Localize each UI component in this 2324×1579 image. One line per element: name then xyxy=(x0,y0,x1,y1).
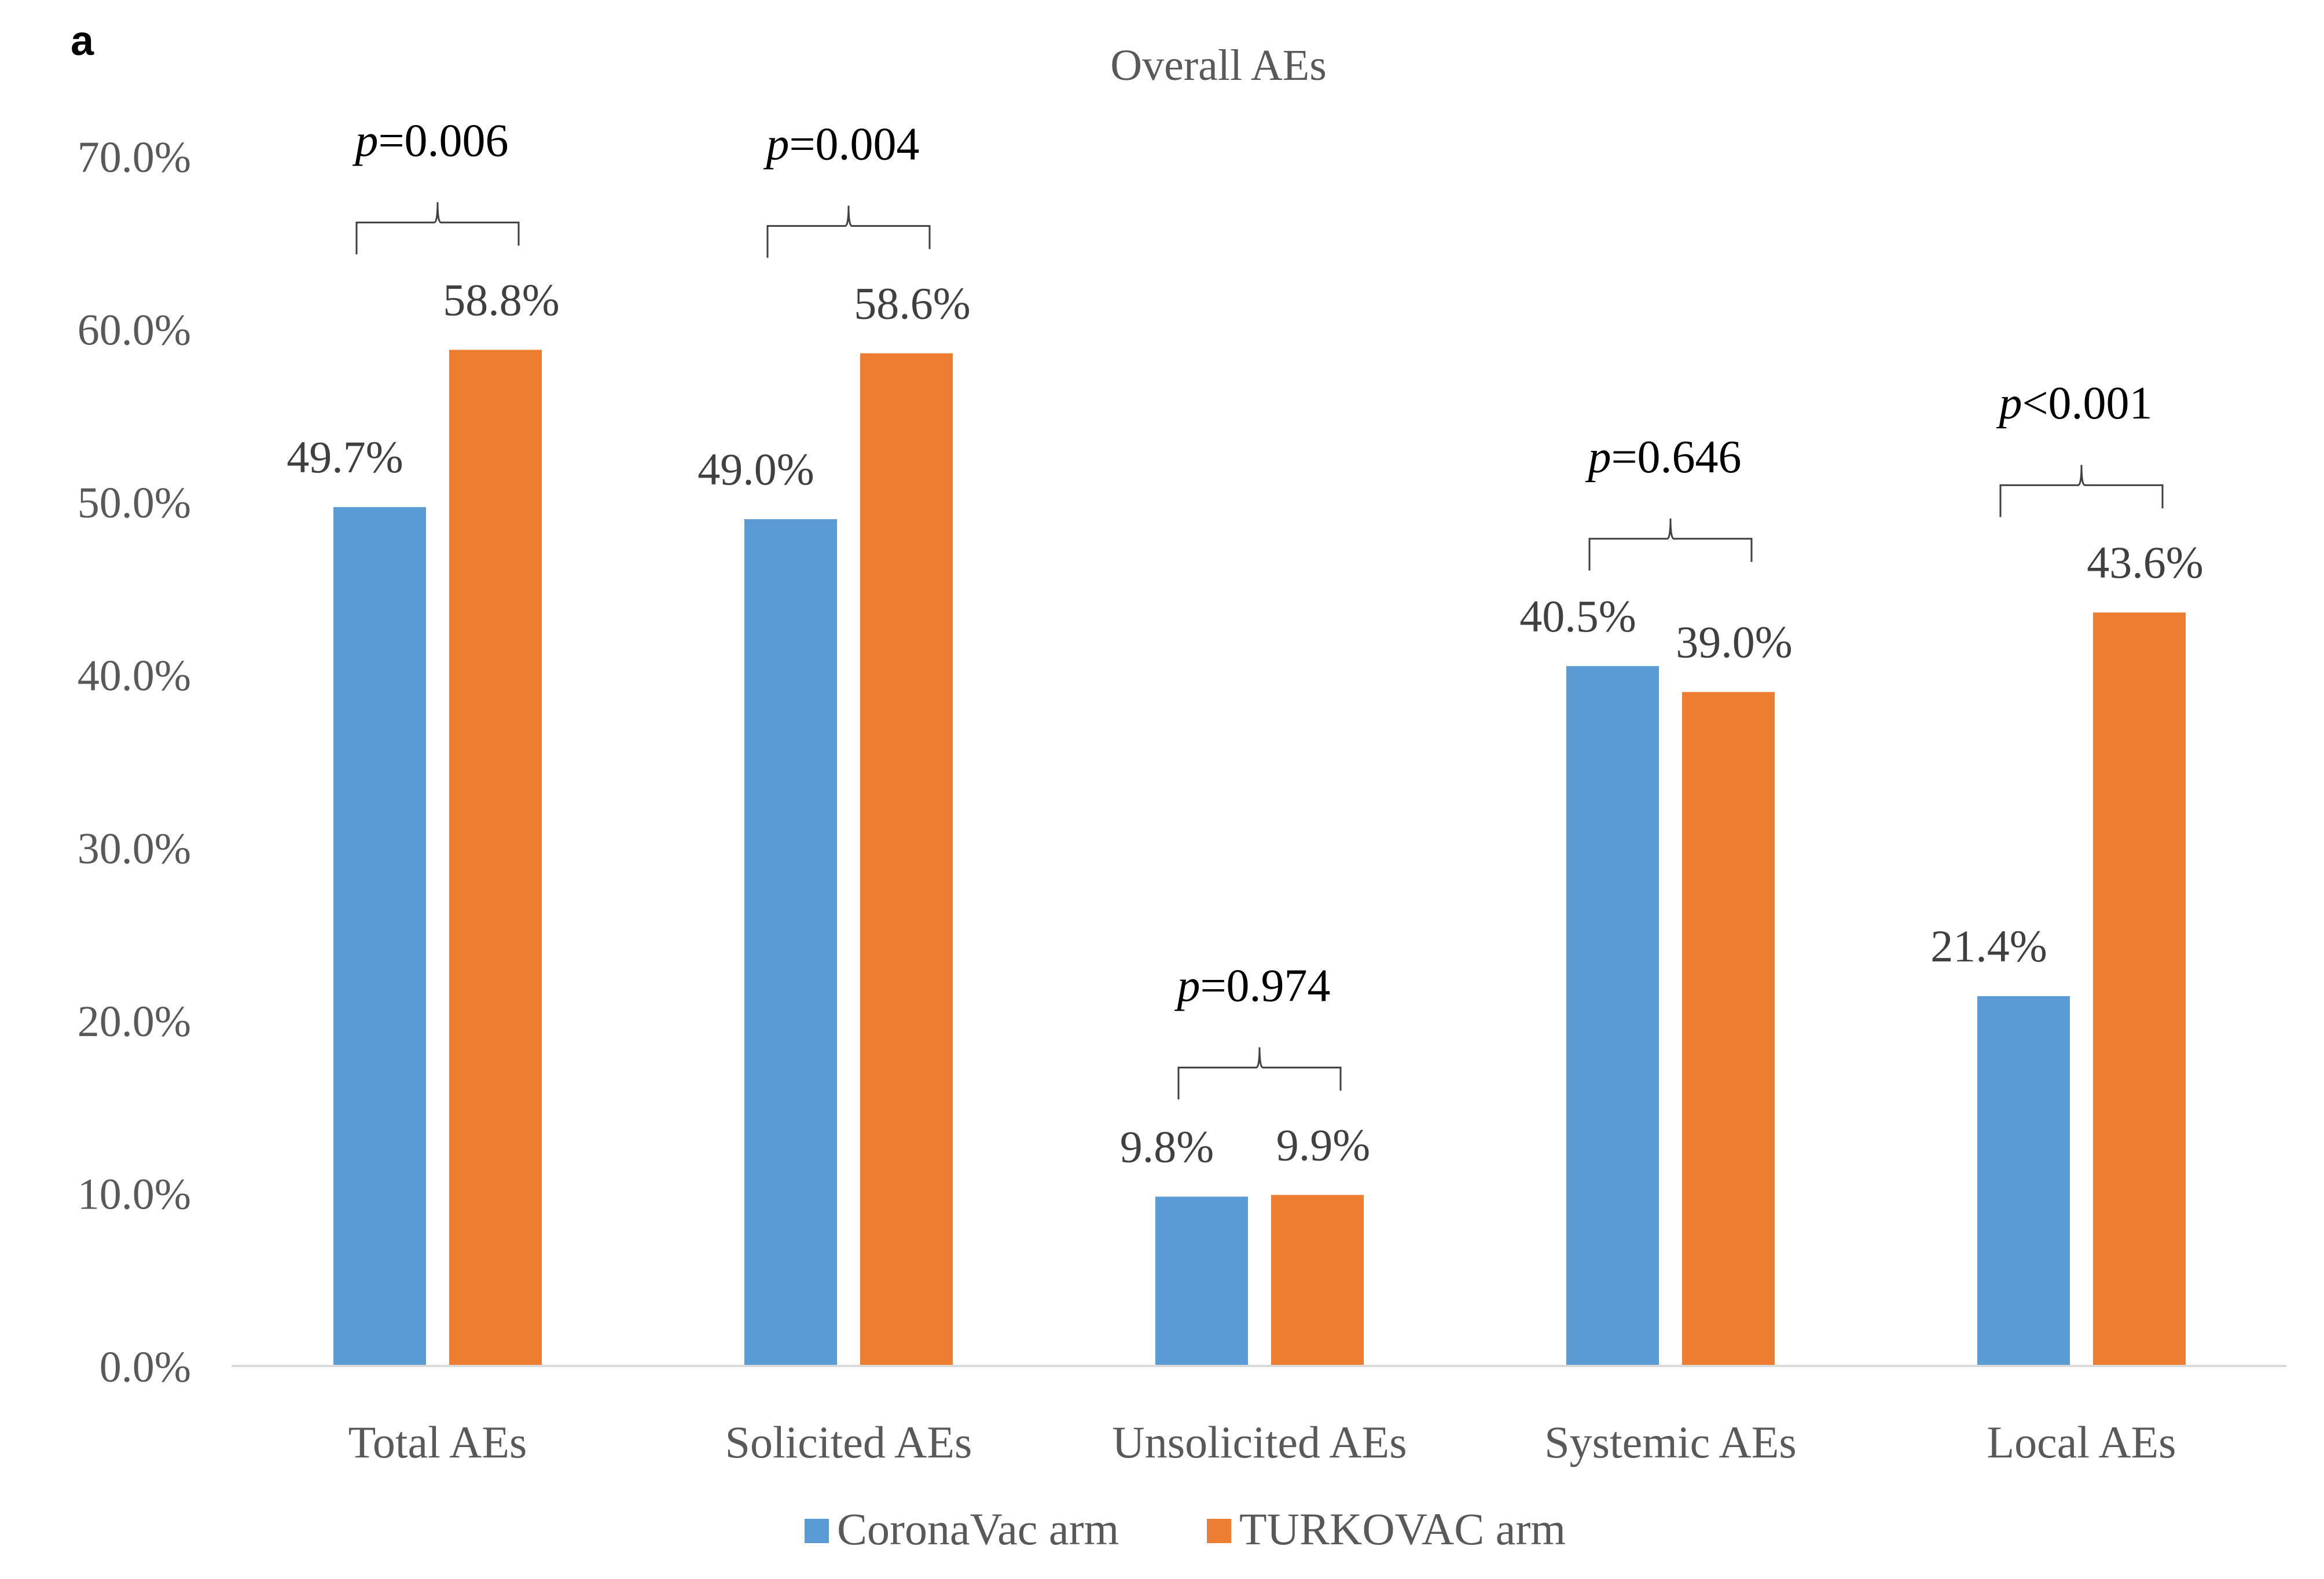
significance-brackets: p=0.006 p=0.004 p=0.974 p=0.646 p<0.001 xyxy=(352,115,2164,1100)
data-label: 21.4% xyxy=(1930,921,2047,971)
bars xyxy=(333,350,2186,1367)
p-value-label: p=0.004 xyxy=(763,119,919,170)
data-label: 9.8% xyxy=(1120,1121,1214,1172)
bar-turkovac xyxy=(1271,1195,1364,1366)
data-label: 58.8% xyxy=(443,274,559,325)
significance-bracket xyxy=(355,202,520,255)
data-labels: 49.7% 58.8% 49.0% 58.6% 9.8% 9.9% 40.5% 39.0% 21… xyxy=(287,274,2203,1172)
x-tick-label: Solicited AEs xyxy=(725,1417,972,1467)
bar-coronavac xyxy=(1566,666,1659,1366)
x-tick-label: Unsolicited AEs xyxy=(1112,1417,1407,1467)
chart-title: Overall AEs xyxy=(1110,41,1327,90)
data-label: 40.5% xyxy=(1519,591,1636,641)
bar-coronavac xyxy=(744,519,837,1366)
data-label: 49.0% xyxy=(697,444,814,494)
legend-swatch-coronavac xyxy=(805,1519,829,1543)
bar-turkovac xyxy=(449,350,542,1366)
y-tick-label: 10.0% xyxy=(78,1170,191,1218)
p-value-label: p<0.001 xyxy=(1996,378,2152,429)
data-label: 43.6% xyxy=(2087,537,2203,587)
data-label: 9.9% xyxy=(1276,1119,1370,1170)
p-value-label: p=0.006 xyxy=(352,115,508,166)
bar-turkovac xyxy=(1682,692,1775,1366)
legend-label: TURKOVAC arm xyxy=(1239,1504,1566,1554)
data-label: 39.0% xyxy=(1676,617,1792,667)
x-tick-label: Total AEs xyxy=(348,1417,527,1467)
y-tick-label: 20.0% xyxy=(78,997,191,1046)
significance-bracket xyxy=(1999,465,2164,517)
y-tick-label: 50.0% xyxy=(78,479,191,527)
bar-coronavac xyxy=(1155,1196,1248,1366)
bar-turkovac xyxy=(2093,612,2186,1366)
y-tick-label: 40.0% xyxy=(78,652,191,700)
x-tick-label: Local AEs xyxy=(1987,1417,2176,1467)
y-tick-label: 60.0% xyxy=(78,306,191,355)
x-axis: Total AEs Solicited AEs Unsolicited AEs Sys… xyxy=(348,1417,2176,1467)
legend-label: CoronaVac arm xyxy=(837,1504,1119,1554)
bar-coronavac xyxy=(333,507,426,1366)
p-value-label: p=0.646 xyxy=(1585,432,1741,483)
data-label: 49.7% xyxy=(287,432,403,482)
x-tick-label: Systemic AEs xyxy=(1544,1417,1797,1467)
significance-bracket xyxy=(1588,518,1753,571)
legend: CoronaVac arm TURKOVAC arm xyxy=(805,1504,1566,1554)
p-value-label: p=0.974 xyxy=(1174,960,1330,1011)
data-label: 58.6% xyxy=(854,278,970,328)
y-tick-label: 30.0% xyxy=(78,824,191,873)
significance-bracket xyxy=(1177,1047,1342,1100)
y-axis: 0.0% 10.0% 20.0% 30.0% 40.0% 50.0% 60.0% 70.0% xyxy=(78,133,191,1391)
legend-swatch-turkovac xyxy=(1207,1519,1231,1543)
y-tick-label: 70.0% xyxy=(78,133,191,182)
significance-bracket xyxy=(766,205,931,258)
panel-label: a xyxy=(71,18,94,64)
bar-turkovac xyxy=(860,353,953,1367)
bar-coronavac xyxy=(1977,996,2070,1366)
y-tick-label: 0.0% xyxy=(100,1343,191,1391)
